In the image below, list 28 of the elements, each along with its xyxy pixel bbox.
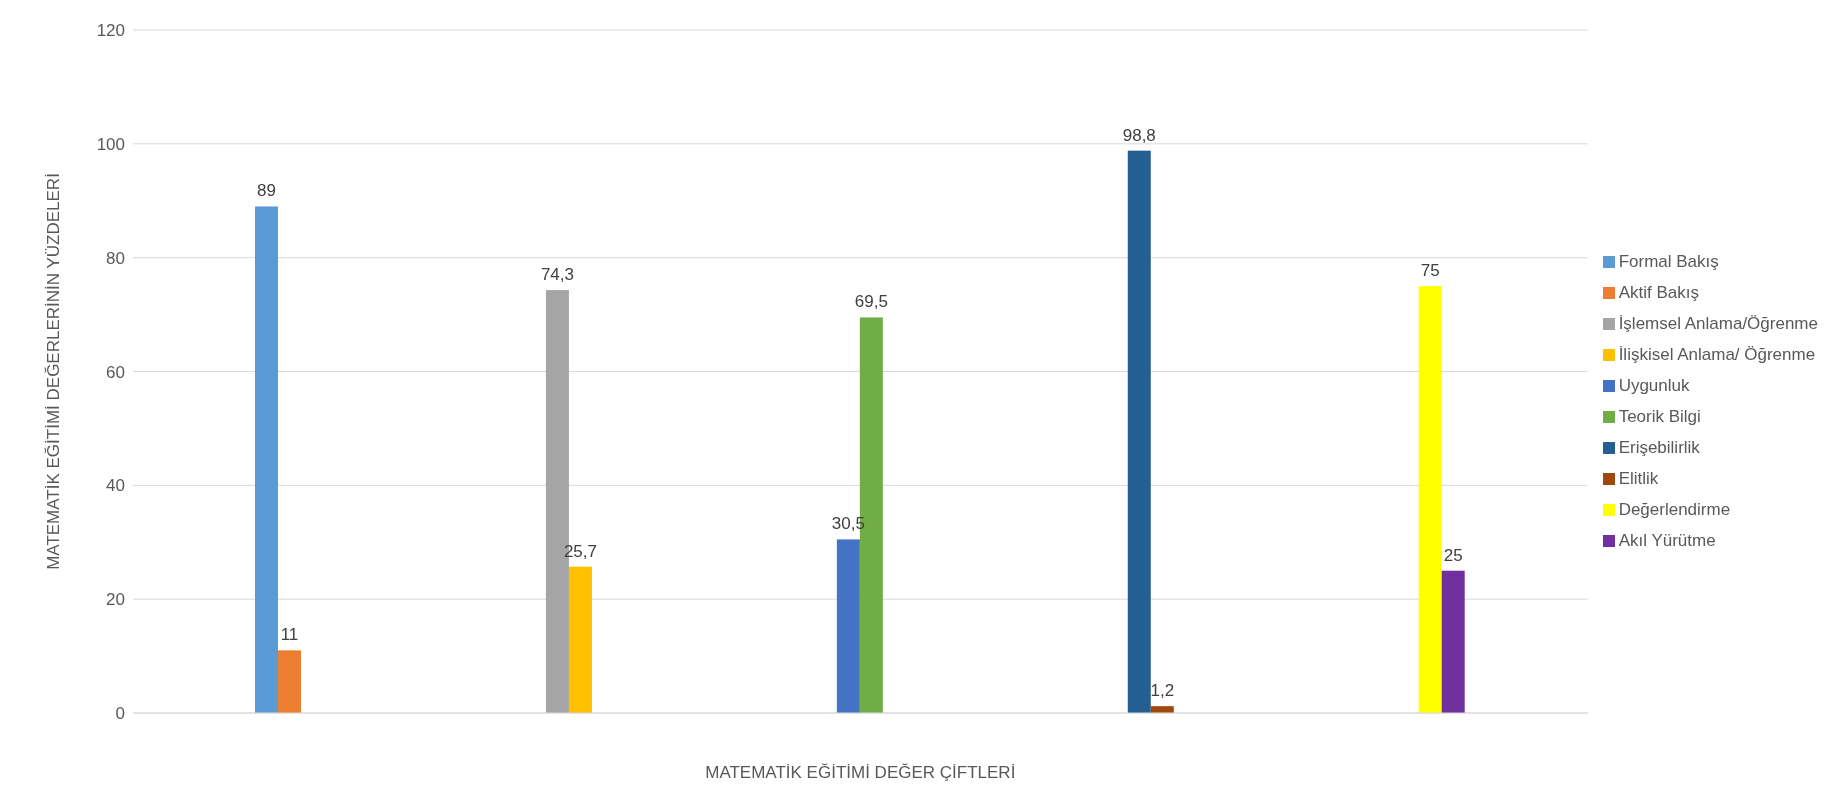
legend-label: Elitlik [1618, 468, 1659, 488]
data-label: 74,3 [540, 265, 574, 285]
legend-label: İşlemsel Anlama/Öğrenme [1618, 313, 1818, 333]
y-tick-label: 40 [106, 476, 125, 496]
y-tick-label: 0 [115, 704, 125, 724]
y-tick-label: 20 [106, 590, 125, 610]
data-label: 89 [257, 181, 276, 201]
data-label: 1,2 [1150, 681, 1175, 701]
data-label: 25,7 [563, 541, 597, 561]
y-tick-label: 80 [106, 248, 125, 268]
legend-label: Teorik Bilgi [1618, 406, 1701, 426]
data-label: 75 [1420, 261, 1440, 281]
y-tick-label: 120 [96, 21, 125, 41]
data-label: 25 [1443, 545, 1463, 565]
legend-label: Aktif Bakış [1618, 282, 1699, 302]
data-label: 98,8 [1122, 125, 1156, 145]
y-tick-label: 60 [106, 362, 125, 382]
y-axis-title: MATEMATİK EĞİTİMİ DEĞERLERİNİN YÜZDELERİ [44, 173, 64, 570]
legend-label: İlişkisel Anlama/ Öğrenme [1618, 344, 1816, 364]
legend-label: Değerlendirme [1618, 499, 1731, 519]
legend-label: Erişebilirlik [1618, 437, 1700, 457]
legend-label: Akıl Yürütme [1618, 530, 1716, 550]
legend-label: Uygunluk [1618, 375, 1690, 395]
x-axis-title: MATEMATİK EĞİTİMİ DEĞER ÇİFTLERİ [705, 763, 1016, 782]
legend-label: Formal Bakış [1618, 251, 1719, 271]
data-label: 11 [280, 625, 299, 645]
y-tick-label: 100 [96, 134, 125, 154]
data-label: 69,5 [854, 292, 888, 312]
